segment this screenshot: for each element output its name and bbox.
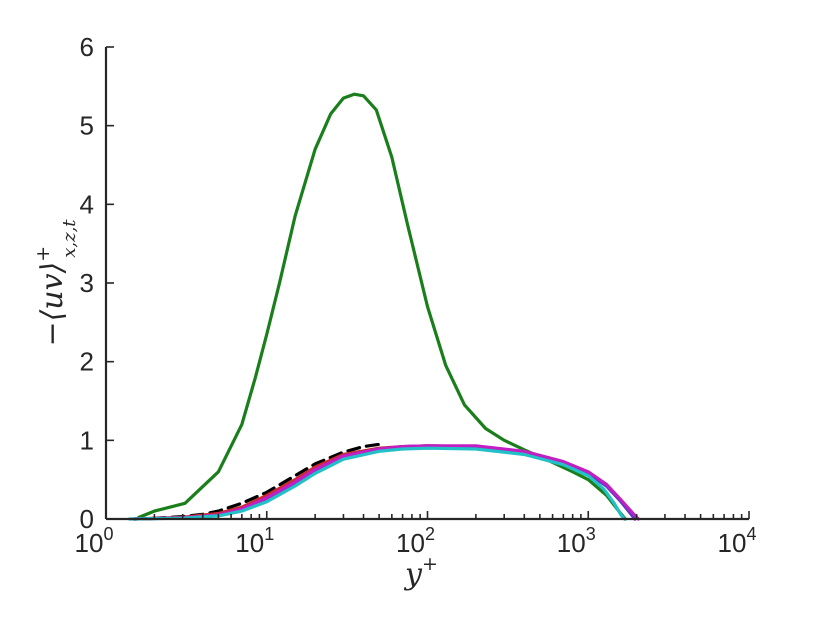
x-tick-labels: 100 101 102 103 104 bbox=[75, 524, 757, 558]
x-tick-label: 104 bbox=[718, 524, 757, 558]
y-tick-label: 0 bbox=[80, 504, 94, 534]
y-tick-label: 5 bbox=[80, 111, 94, 141]
x-axis-label: y+ bbox=[403, 553, 438, 592]
x-tick-label: 101 bbox=[235, 524, 274, 558]
series-layer bbox=[127, 92, 640, 521]
series-line-5 bbox=[132, 444, 640, 521]
y-tick-label: 4 bbox=[80, 189, 94, 219]
y-tick-label: 2 bbox=[80, 347, 94, 377]
y-tick-label: 3 bbox=[80, 268, 94, 298]
x-tick-label: 103 bbox=[557, 524, 596, 558]
x-tick-label: 102 bbox=[396, 524, 435, 558]
series-line-6 bbox=[127, 446, 627, 521]
y-tick-label: 1 bbox=[80, 425, 94, 455]
series-line-1 bbox=[137, 92, 627, 521]
x-tick-label: 100 bbox=[75, 524, 114, 558]
y-tick-label: 6 bbox=[80, 32, 94, 62]
y-axis-label: −⟨uv⟩+ x,z,t bbox=[32, 219, 80, 347]
y-tick-labels: 0 1 2 3 4 5 6 bbox=[80, 32, 94, 534]
